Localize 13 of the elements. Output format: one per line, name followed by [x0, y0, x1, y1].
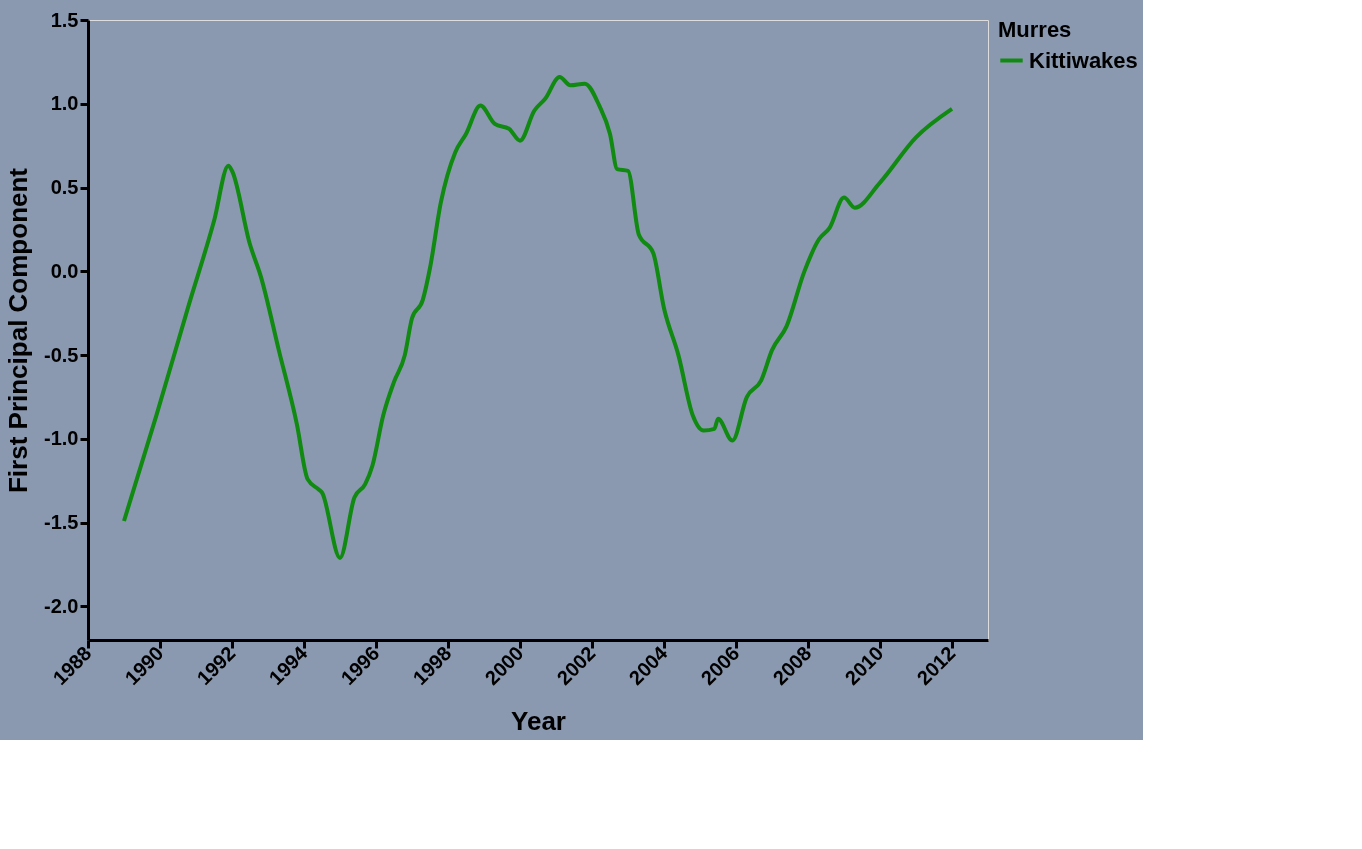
x-axis-title: Year	[511, 706, 566, 737]
y-tick-label: -1.0	[44, 427, 79, 450]
line-series	[122, 74, 954, 560]
y-tick-label: 1.5	[50, 8, 79, 31]
y-axis-title: First Principal Component	[3, 167, 34, 494]
y-tick-label: 1.0	[50, 92, 79, 115]
legend-label: Kittiwakes	[1029, 47, 1138, 73]
y-tick-label: -0.5	[44, 343, 79, 366]
legend-title: Murres	[998, 17, 1072, 42]
y-tick-label: -2.0	[44, 594, 79, 617]
y-tick-label: -1.5	[44, 511, 79, 534]
y-tick-label: 0.5	[50, 176, 79, 199]
y-tick-label: 0.0	[50, 259, 79, 282]
